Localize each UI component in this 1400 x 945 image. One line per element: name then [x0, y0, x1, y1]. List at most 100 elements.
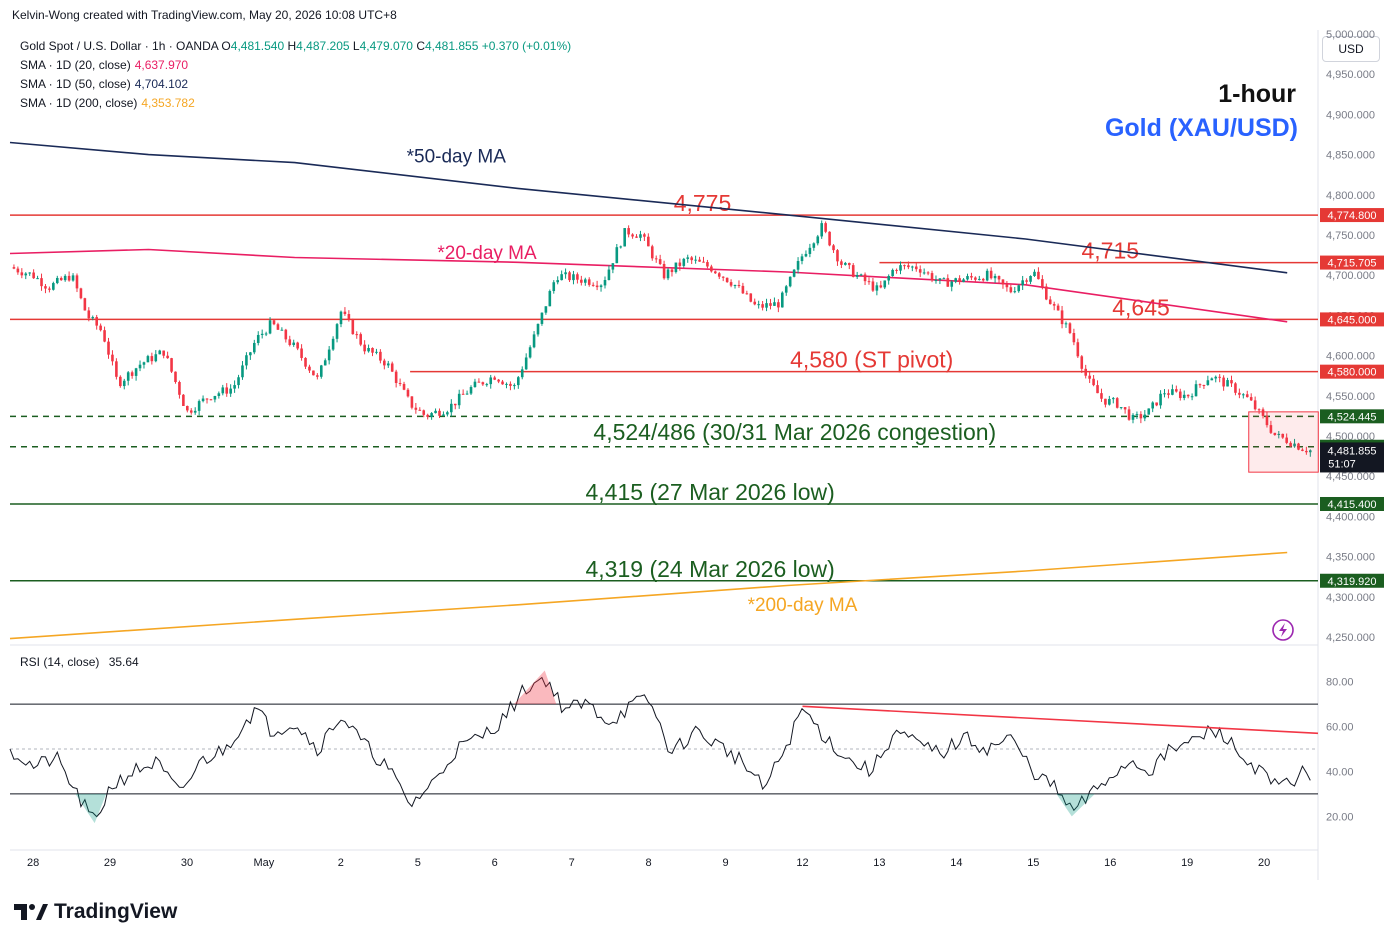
chart-annotation: *200-day MA [748, 595, 858, 616]
candle-body [1285, 437, 1288, 443]
candle-body [733, 284, 737, 286]
candle-body [1309, 450, 1312, 453]
candle-body [465, 393, 469, 395]
candle-body [1242, 394, 1245, 396]
candle-body [721, 276, 725, 278]
sma20-value: 4,637.970 [134, 58, 189, 72]
candle-body [1202, 384, 1206, 386]
rsi-oversold-fill [1056, 793, 1095, 817]
current-price-label: 4,481.855 [1328, 445, 1377, 457]
candle-body [914, 266, 918, 270]
candle-body [457, 393, 461, 406]
sma200-legend[interactable]: SMA · 1D (200, close) 4,353.782 [20, 96, 195, 110]
candle-body [587, 279, 591, 285]
rsi-legend[interactable]: RSI (14, close) 35.64 [20, 655, 139, 669]
candle-body [808, 247, 812, 254]
level-price-label-box [1320, 409, 1384, 424]
candle-body [1068, 323, 1072, 333]
candle-body [650, 246, 654, 259]
candle-body [918, 269, 922, 273]
candle-body [410, 396, 414, 408]
candle-body [237, 377, 240, 386]
candle-body [1123, 407, 1127, 410]
candle-body [1269, 425, 1273, 433]
time-tick-label: 16 [1104, 857, 1116, 869]
candle-body [887, 275, 890, 281]
candle-body [1005, 284, 1009, 288]
price-tick-label: 4,450.000 [1326, 471, 1375, 483]
candle-body [828, 231, 831, 246]
candle-body [1289, 442, 1292, 447]
candle-body [863, 274, 867, 282]
level-price-label-box [1320, 312, 1384, 327]
candle-body [1131, 414, 1135, 420]
candle-body [934, 280, 938, 282]
price-axis[interactable]: 5,000.000 4,950.000 4,900.000 4,850.000 4,80… [1320, 29, 1384, 823]
ohlc-change: +0.370 (+0.01%) [481, 39, 572, 53]
candle-body [446, 412, 449, 415]
candle-body [710, 266, 713, 272]
candle-body [461, 393, 465, 395]
candle-body [745, 293, 749, 295]
candle-body [879, 285, 883, 288]
candle-body [1033, 271, 1036, 277]
candle-body [414, 407, 418, 410]
candle-body [126, 372, 130, 381]
ohlc-close: C4,481.855 [416, 39, 479, 53]
candle-body [1171, 389, 1174, 395]
level-annotation: 4,775 [674, 190, 732, 216]
currency-button[interactable]: USD [1322, 36, 1380, 62]
candle-body [907, 265, 910, 268]
candle-body [796, 261, 800, 270]
candle-body [899, 265, 902, 271]
sma20-legend[interactable]: SMA · 1D (20, close) 4,637.970 [20, 58, 189, 72]
candle-body [469, 387, 473, 394]
candle-body [1096, 385, 1099, 394]
candle-body [954, 278, 957, 282]
lightning-icon[interactable] [1272, 619, 1294, 641]
candle-body [1088, 375, 1091, 379]
candle-body [497, 379, 500, 382]
price-tick-label: 4,700.000 [1326, 270, 1375, 282]
candle-body [493, 377, 496, 380]
level-price-label-box [1320, 573, 1384, 588]
candle-body [647, 236, 650, 247]
candle-body [1226, 380, 1229, 387]
candle-body [883, 280, 887, 288]
candle-body [142, 362, 146, 365]
candle-body [367, 347, 370, 352]
candle-body [119, 376, 122, 387]
candle-body [1111, 398, 1115, 400]
candle-body [962, 279, 965, 283]
candle-body [386, 363, 390, 366]
tradingview-logo-icon [14, 904, 48, 920]
time-axis[interactable]: 28 29 30 May 2 5 6 7 8 9 12 13 14 15 16 19 20 [27, 857, 1270, 869]
candle-body [1281, 433, 1285, 438]
candle-body [1297, 443, 1300, 450]
candle-body [568, 272, 571, 281]
sma50-legend[interactable]: SMA · 1D (50, close) 4,704.102 [20, 77, 189, 91]
candle-body [489, 377, 493, 385]
candle-body [595, 285, 599, 288]
time-tick-label: 14 [950, 857, 962, 869]
candle-body [851, 265, 855, 277]
candle-body [485, 384, 489, 386]
candle-body [981, 278, 985, 281]
candle-body [938, 278, 942, 281]
candle-body [1155, 402, 1158, 406]
rsi-pane[interactable] [9, 670, 1319, 824]
time-tick-label: 7 [569, 857, 575, 869]
candle-body [985, 270, 989, 281]
time-tick-label: 8 [646, 857, 652, 869]
candle-body [63, 275, 67, 281]
candle-body [950, 281, 954, 287]
candle-body [509, 383, 512, 386]
symbol-legend[interactable]: Gold Spot / U.S. Dollar · 1h · OANDA O4,… [20, 39, 571, 53]
candle-body [79, 288, 83, 299]
candle-body [343, 311, 347, 315]
candle-body [383, 360, 386, 366]
level-annotation: 4,415 (27 Mar 2026 low) [586, 479, 835, 505]
candle-body [564, 272, 567, 275]
